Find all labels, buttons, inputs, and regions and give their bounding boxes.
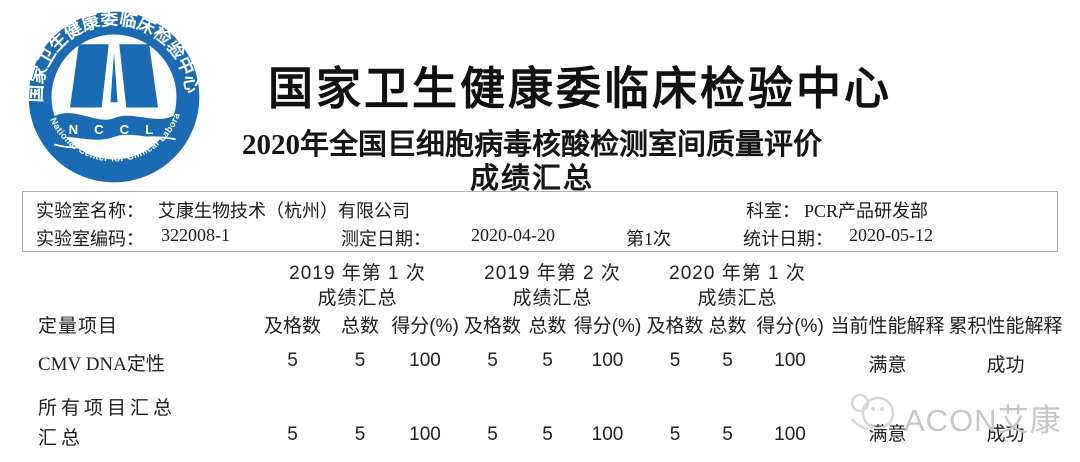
- row-item: 所有项目汇总 汇总: [38, 398, 177, 449]
- lab-info-box: 实验室名称： 艾康生物技术（杭州）有限公司 科室： PCR产品研发部 实验室编码…: [22, 191, 1058, 252]
- group2-subtitle: 成绩汇总: [512, 288, 593, 309]
- cell-current-performance: 满意: [868, 355, 907, 376]
- col-header-score: 得分(%): [391, 316, 459, 337]
- cell-value: 5: [722, 350, 733, 371]
- group3-subtitle: 成绩汇总: [697, 288, 778, 309]
- lab-code-label: 实验室编码：: [36, 229, 144, 249]
- stat-date-label: 统计日期：: [743, 229, 833, 249]
- cell-value: 100: [774, 424, 806, 445]
- department-value: PCR产品研发部: [804, 201, 929, 221]
- lab-name-value: 艾康生物技术（杭州）有限公司: [158, 201, 410, 221]
- cell-value: 100: [591, 350, 624, 371]
- item-column-header: 定量项目: [38, 316, 119, 337]
- cell-value: 100: [591, 424, 624, 445]
- cell-value: 5: [354, 350, 366, 371]
- col-header-total: 总数: [340, 316, 379, 337]
- page-subtitle: 2020年全国巨细胞病毒核酸检测室间质量评价: [241, 129, 822, 161]
- cell-cumulative-performance: 成功: [986, 355, 1025, 376]
- cell-cumulative-performance: 成功: [986, 424, 1025, 445]
- cell-value: 5: [669, 350, 681, 371]
- cell-value: 5: [287, 350, 298, 371]
- group3-title: 2020 年第 1 次: [669, 263, 806, 284]
- col-header-total: 总数: [528, 316, 567, 337]
- round-value: 第1次: [626, 229, 671, 249]
- col-header-cumulative: 累积性能解释: [948, 316, 1063, 337]
- nccl-acronym: N C C L: [69, 122, 160, 137]
- row-item: CMV DNA定性: [38, 354, 165, 375]
- col-header-pass: 及格数: [463, 316, 521, 337]
- lab-name-label: 实验室名称：: [36, 201, 144, 221]
- cell-value: 100: [409, 350, 441, 371]
- results-table: 2019 年第 1 次 2019 年第 2 次 2020 年第 1 次 成绩汇总…: [0, 258, 1066, 456]
- test-date-label: 测定日期：: [341, 229, 431, 249]
- cell-value: 5: [487, 424, 498, 445]
- group1-subtitle: 成绩汇总: [317, 288, 398, 309]
- cell-value: 100: [774, 350, 806, 371]
- cell-current-performance: 满意: [868, 424, 907, 445]
- lab-code-value: 322008-1: [161, 225, 230, 245]
- col-header-pass: 及格数: [263, 316, 321, 337]
- test-date-value: 2020-04-20: [471, 225, 555, 245]
- cell-value: 100: [409, 424, 441, 445]
- cell-value: 5: [542, 350, 553, 371]
- page-title: 国家卫生健康委临床检验中心: [267, 64, 892, 114]
- nccl-logo: N C C L 国家卫生健康委临床检验中心 National Center fo…: [23, 1, 202, 186]
- col-header-current: 当前性能解释: [830, 316, 945, 337]
- group2-title: 2019 年第 2 次: [484, 263, 621, 284]
- group1-title: 2019 年第 1 次: [289, 263, 426, 284]
- cell-value: 5: [287, 424, 298, 445]
- col-header-score: 得分(%): [756, 316, 824, 337]
- cell-value: 5: [722, 424, 733, 445]
- cell-value: 5: [669, 424, 681, 445]
- col-header-pass: 及格数: [646, 316, 704, 337]
- cell-value: 5: [354, 424, 366, 445]
- stat-date-value: 2020-05-12: [849, 225, 933, 245]
- cell-value: 5: [487, 350, 498, 371]
- page-subtitle-line2: 成绩汇总: [469, 163, 594, 195]
- col-header-total: 总数: [708, 316, 747, 337]
- nccl-logo-icon: N C C L 国家卫生健康委临床检验中心 National Center fo…: [23, 1, 202, 183]
- cell-value: 5: [542, 424, 553, 445]
- col-header-score: 得分(%): [573, 316, 642, 337]
- department-label: 科室：: [746, 201, 800, 221]
